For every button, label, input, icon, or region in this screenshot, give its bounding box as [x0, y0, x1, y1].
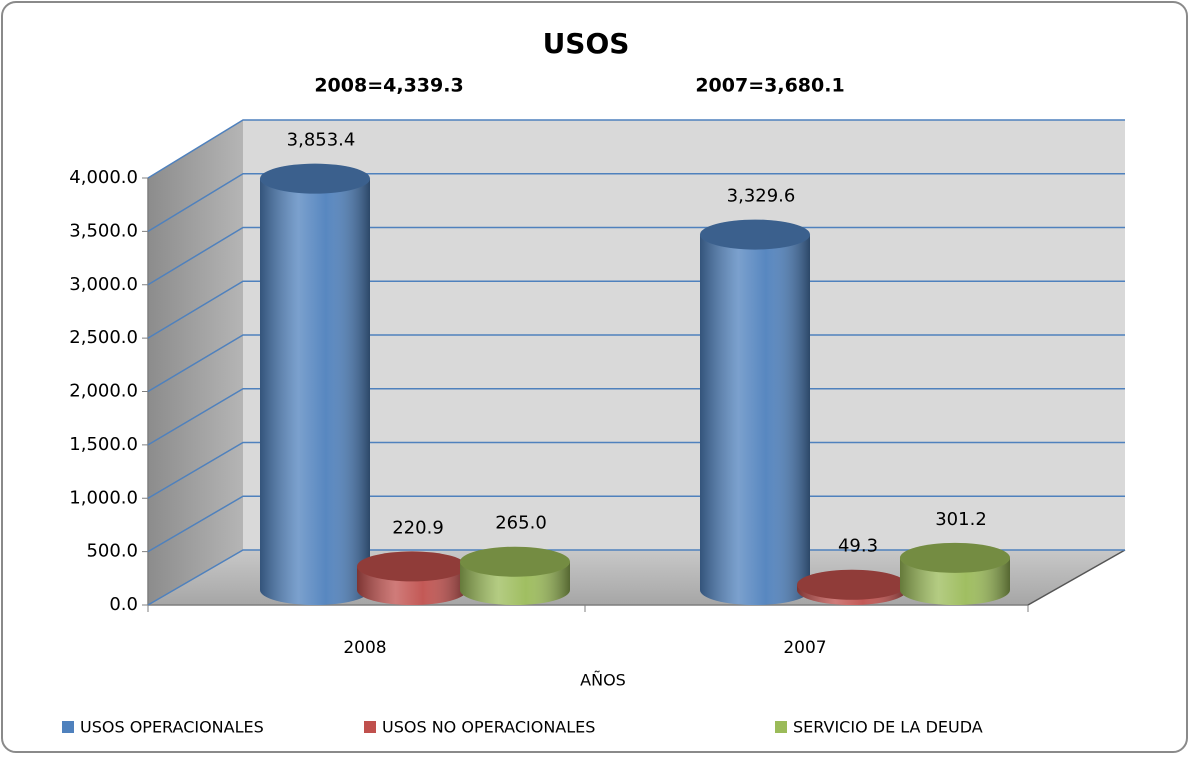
value-label: 3,329.6	[727, 186, 796, 207]
value-label: 265.0	[495, 513, 547, 534]
y-tick-label: 4,000.0	[69, 167, 138, 188]
x-axis-label: AÑOS	[580, 671, 626, 690]
value-label: 220.9	[392, 517, 444, 538]
y-tick-label: 500.0	[86, 541, 138, 562]
bar-top	[260, 163, 370, 194]
floor-edge	[1027, 549, 1126, 606]
legend-swatch	[775, 721, 787, 733]
y-tick-label: 3,500.0	[69, 220, 138, 241]
y-tick-label: 1,000.0	[69, 487, 138, 508]
annotation: 2007=3,680.1	[695, 75, 844, 97]
grid-line	[147, 173, 1125, 233]
grid-line	[147, 495, 1125, 553]
value-label: 301.2	[935, 509, 987, 530]
value-label: 3,853.4	[287, 130, 356, 151]
grid-line	[147, 441, 1125, 499]
bar-top	[797, 569, 907, 600]
bar-top-shade	[460, 546, 570, 577]
x-tick-label: 2007	[783, 638, 826, 658]
legend-label: USOS NO OPERACIONALES	[382, 718, 595, 737]
y-tick-label: 3,000.0	[69, 274, 138, 295]
bar-top	[900, 542, 1010, 573]
grid-line	[147, 280, 1125, 339]
bar-top-shade	[900, 542, 1010, 573]
legend-label: USOS OPERACIONALES	[80, 718, 264, 737]
bar-top-shade	[260, 163, 370, 194]
x-tick-label: 2008	[343, 638, 386, 658]
bar-top-shade	[700, 219, 810, 250]
value-label: 49.3	[838, 536, 878, 557]
grid-line	[147, 119, 1125, 179]
bar-top-shade	[357, 551, 467, 582]
y-tick-label: 2,500.0	[69, 327, 138, 348]
bar-top	[460, 546, 570, 577]
bar-shade	[700, 234, 810, 606]
bar-top	[357, 551, 467, 582]
chart-title: USOS	[543, 27, 630, 60]
y-tick-label: 0.0	[109, 594, 138, 615]
grid-line	[147, 226, 1125, 286]
grid-line	[147, 334, 1125, 393]
bar-top	[700, 219, 810, 250]
grid-line	[147, 388, 1125, 446]
legend-label: SERVICIO DE LA DEUDA	[793, 718, 983, 737]
bar-top-shade	[797, 569, 907, 600]
grid-line	[147, 549, 1125, 606]
legend-swatch	[364, 721, 376, 733]
bar-shade	[260, 178, 370, 606]
y-tick-label: 1,500.0	[69, 434, 138, 455]
annotation: 2008=4,339.3	[314, 75, 463, 97]
legend-swatch	[62, 721, 74, 733]
y-tick-label: 2,000.0	[69, 381, 138, 402]
